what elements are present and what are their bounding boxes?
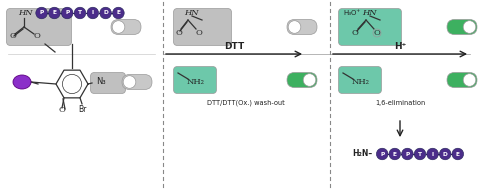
Circle shape: [439, 148, 451, 160]
Text: I: I: [92, 11, 94, 16]
Text: E: E: [456, 151, 460, 156]
Text: O: O: [59, 106, 66, 114]
Text: O: O: [352, 29, 359, 37]
Circle shape: [427, 148, 438, 160]
Circle shape: [463, 74, 476, 86]
Text: E: E: [117, 11, 120, 16]
Circle shape: [100, 7, 111, 19]
Circle shape: [463, 21, 476, 33]
Text: D: D: [103, 11, 108, 16]
Text: O: O: [373, 29, 380, 37]
Text: NH₂: NH₂: [352, 78, 370, 86]
Text: HN: HN: [18, 9, 33, 17]
Circle shape: [87, 7, 98, 19]
Circle shape: [376, 148, 388, 160]
Text: H₃O⁺: H₃O⁺: [343, 10, 360, 16]
FancyBboxPatch shape: [173, 66, 216, 94]
Text: HN: HN: [362, 9, 377, 17]
FancyBboxPatch shape: [287, 20, 317, 35]
FancyBboxPatch shape: [7, 8, 72, 46]
Ellipse shape: [13, 75, 31, 89]
Text: I: I: [432, 151, 433, 156]
FancyBboxPatch shape: [338, 66, 382, 94]
Circle shape: [113, 7, 124, 19]
Text: NH₂: NH₂: [187, 78, 205, 86]
FancyBboxPatch shape: [122, 74, 152, 89]
FancyBboxPatch shape: [287, 73, 317, 88]
Text: D: D: [443, 151, 447, 156]
FancyBboxPatch shape: [173, 8, 231, 46]
Circle shape: [36, 7, 48, 19]
Text: O: O: [34, 32, 41, 40]
Text: T: T: [418, 151, 422, 156]
Text: P: P: [39, 11, 44, 16]
FancyBboxPatch shape: [447, 73, 477, 88]
Text: N₃: N₃: [96, 77, 106, 86]
Text: E: E: [52, 11, 57, 16]
Text: HN: HN: [184, 9, 199, 17]
Circle shape: [112, 21, 125, 33]
Text: P: P: [405, 151, 409, 156]
Text: E: E: [393, 151, 397, 156]
Text: P: P: [65, 11, 69, 16]
FancyBboxPatch shape: [91, 73, 125, 94]
Text: DTT/DTT(Ox.) wash-out: DTT/DTT(Ox.) wash-out: [207, 100, 285, 107]
FancyBboxPatch shape: [111, 20, 141, 35]
Circle shape: [452, 148, 464, 160]
Text: O: O: [196, 29, 203, 37]
Text: O: O: [176, 29, 183, 37]
Text: P: P: [380, 151, 384, 156]
FancyBboxPatch shape: [338, 8, 401, 46]
Text: H⁺: H⁺: [394, 42, 406, 51]
Text: O: O: [10, 32, 17, 40]
Circle shape: [123, 76, 136, 88]
Circle shape: [402, 148, 413, 160]
Circle shape: [303, 74, 316, 86]
Text: H₂N–: H₂N–: [352, 150, 372, 159]
FancyBboxPatch shape: [447, 20, 477, 35]
Circle shape: [48, 7, 60, 19]
Text: 1,6-elimination: 1,6-elimination: [375, 100, 425, 106]
Text: Br: Br: [78, 105, 86, 114]
Circle shape: [389, 148, 401, 160]
Circle shape: [288, 21, 301, 33]
Circle shape: [61, 7, 73, 19]
Text: DTT: DTT: [224, 42, 244, 51]
Circle shape: [74, 7, 86, 19]
Text: T: T: [78, 11, 82, 16]
Circle shape: [414, 148, 426, 160]
